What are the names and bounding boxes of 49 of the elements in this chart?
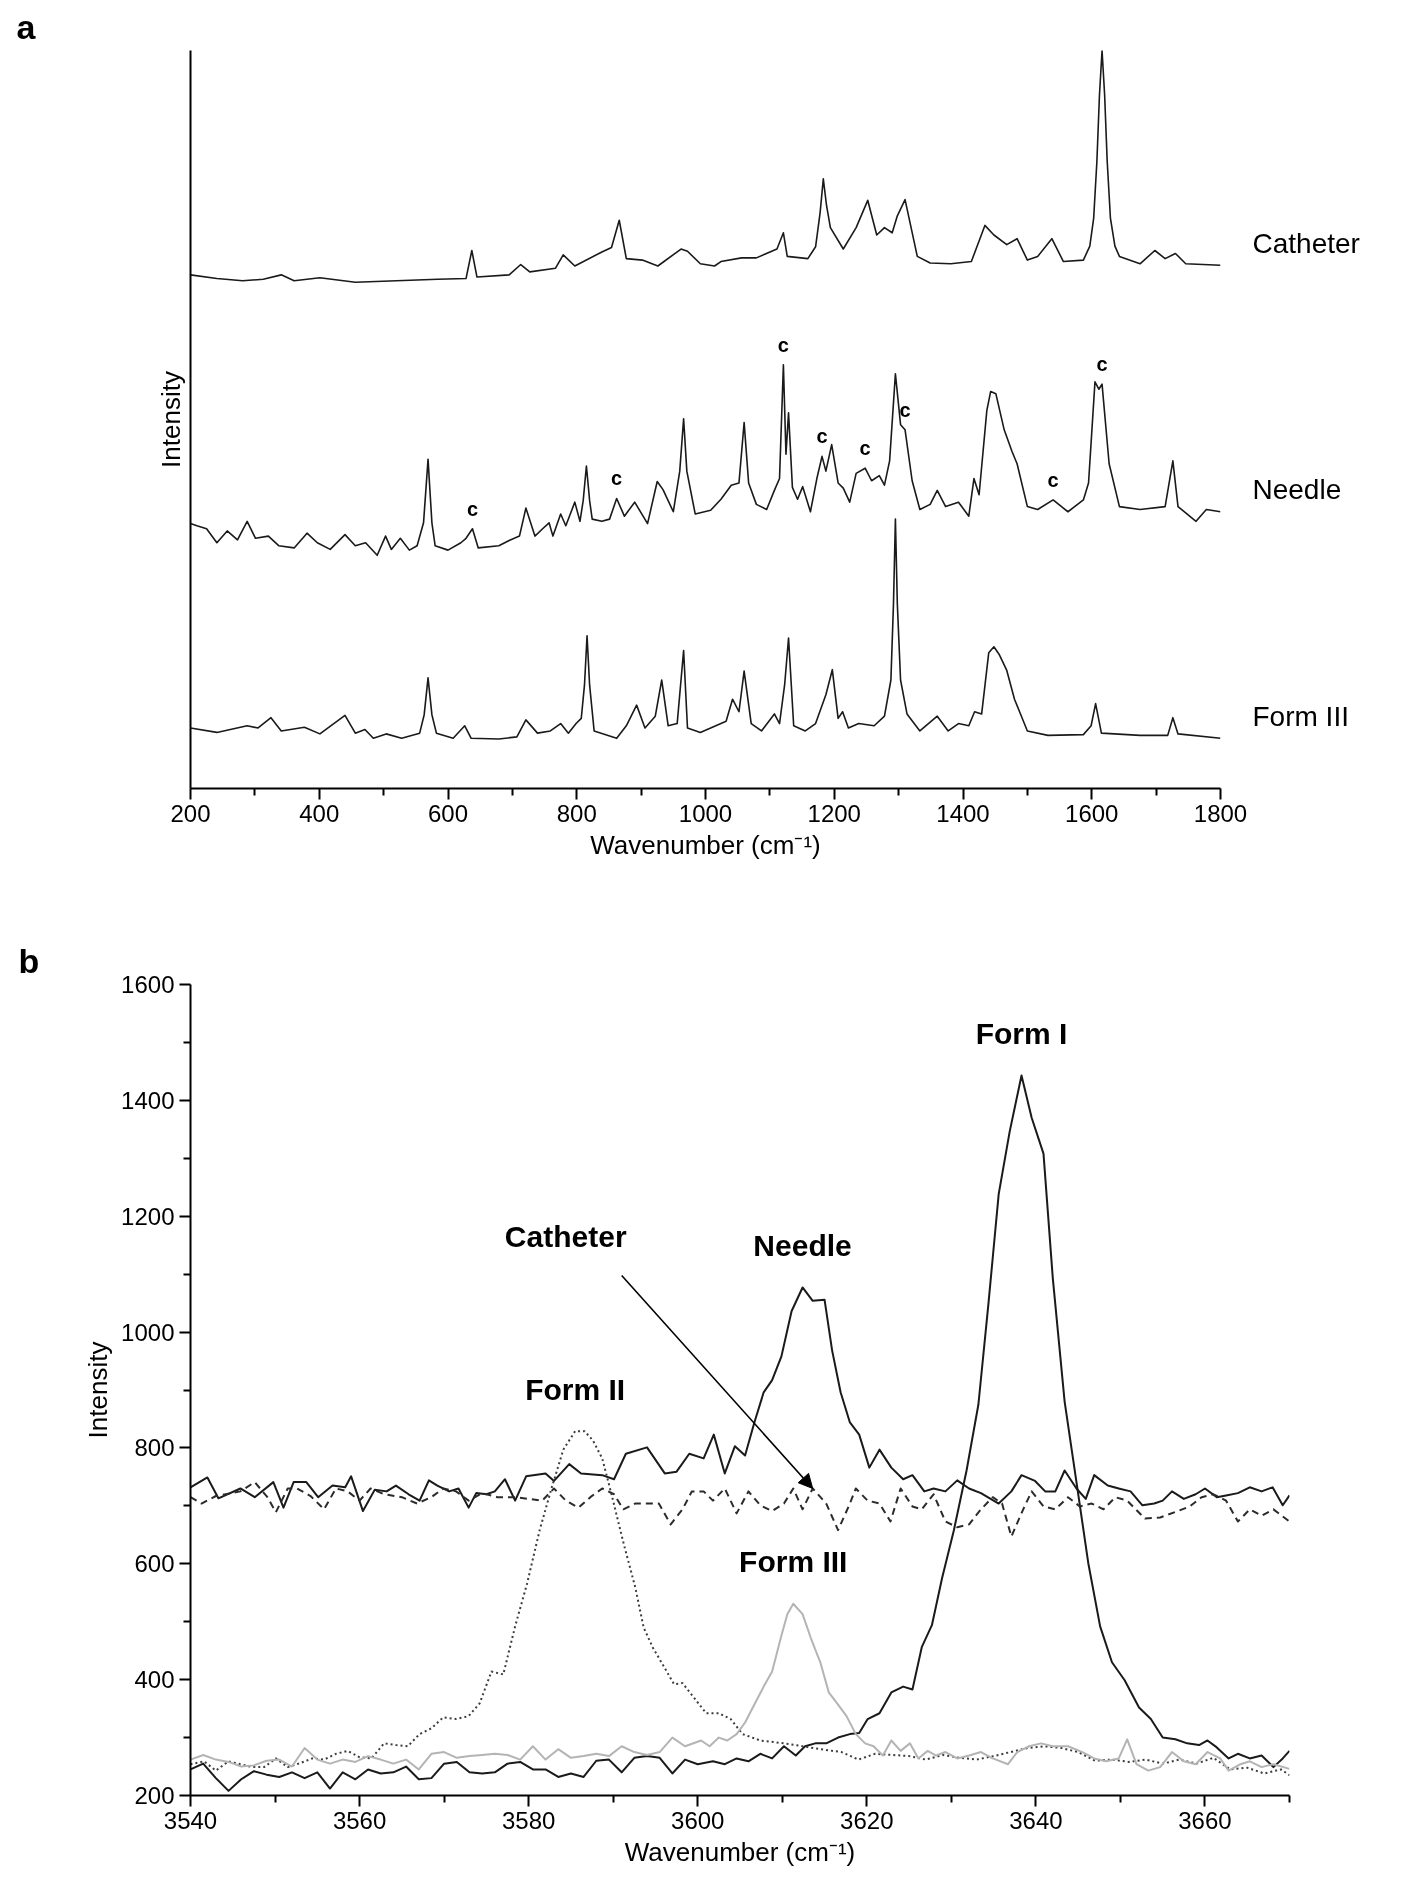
annotation: Catheter bbox=[504, 1219, 627, 1253]
line-series bbox=[190, 1074, 1290, 1792]
x-tick-label: 800 bbox=[556, 799, 597, 827]
x-tick-label: 3560 bbox=[332, 1806, 387, 1834]
x-tick-label: 600 bbox=[427, 799, 469, 827]
x-tick-label: 3580 bbox=[501, 1806, 556, 1834]
x-axis-title: Wavenumber (cm⁻¹) bbox=[590, 829, 821, 860]
annotation: c bbox=[859, 437, 871, 460]
y-tick-label: 1000 bbox=[121, 1318, 175, 1346]
y-tick-label: 600 bbox=[134, 1550, 175, 1578]
series-label: Needle bbox=[1252, 474, 1342, 506]
x-tick-label: 3640 bbox=[1009, 1806, 1063, 1834]
chart-title: a bbox=[16, 7, 37, 46]
chart-title: b bbox=[18, 941, 40, 980]
y-tick-label: 200 bbox=[134, 1782, 175, 1809]
y-axis-title: Intensity bbox=[155, 371, 186, 468]
series-label: Needle bbox=[753, 1228, 852, 1262]
annotation: c bbox=[899, 398, 911, 421]
y-tick-label: 400 bbox=[134, 1666, 175, 1694]
series-label: Form III bbox=[1252, 700, 1349, 732]
y-tick-label: 1400 bbox=[121, 1086, 175, 1114]
x-tick-label: 3620 bbox=[840, 1806, 894, 1834]
x-tick-label: 1600 bbox=[1065, 799, 1119, 827]
annotation: c bbox=[611, 467, 623, 490]
series-label: Form II bbox=[525, 1372, 626, 1406]
line-series bbox=[190, 1430, 1290, 1777]
annotation: c bbox=[1047, 468, 1059, 491]
x-tick-label: 3540 bbox=[163, 1806, 218, 1834]
x-tick-label: 1400 bbox=[936, 799, 990, 827]
y-tick-label: 1600 bbox=[121, 971, 175, 998]
x-tick-label: 1000 bbox=[678, 799, 733, 827]
x-tick-label: 3660 bbox=[1178, 1806, 1232, 1834]
series-label: Catheter bbox=[1252, 227, 1360, 259]
annotation: c bbox=[816, 425, 828, 448]
y-tick-label: 1200 bbox=[121, 1202, 175, 1230]
y-tick-label: 800 bbox=[134, 1434, 175, 1462]
x-axis-title: Wavenumber (cm⁻¹) bbox=[624, 1836, 856, 1867]
series-label: Form III bbox=[739, 1545, 848, 1579]
annotation: c bbox=[466, 497, 479, 520]
x-tick-label: 200 bbox=[170, 799, 211, 827]
annotation: c bbox=[777, 333, 789, 356]
x-tick-label: 1800 bbox=[1193, 799, 1248, 827]
line-series bbox=[190, 1602, 1290, 1772]
x-tick-label: 1200 bbox=[807, 799, 861, 827]
annotation: c bbox=[1096, 353, 1108, 376]
x-tick-label: 400 bbox=[299, 799, 340, 827]
series-label: Form I bbox=[975, 1016, 1068, 1050]
x-tick-label: 3600 bbox=[671, 1806, 725, 1834]
y-axis-title: Intensity bbox=[83, 1341, 114, 1439]
